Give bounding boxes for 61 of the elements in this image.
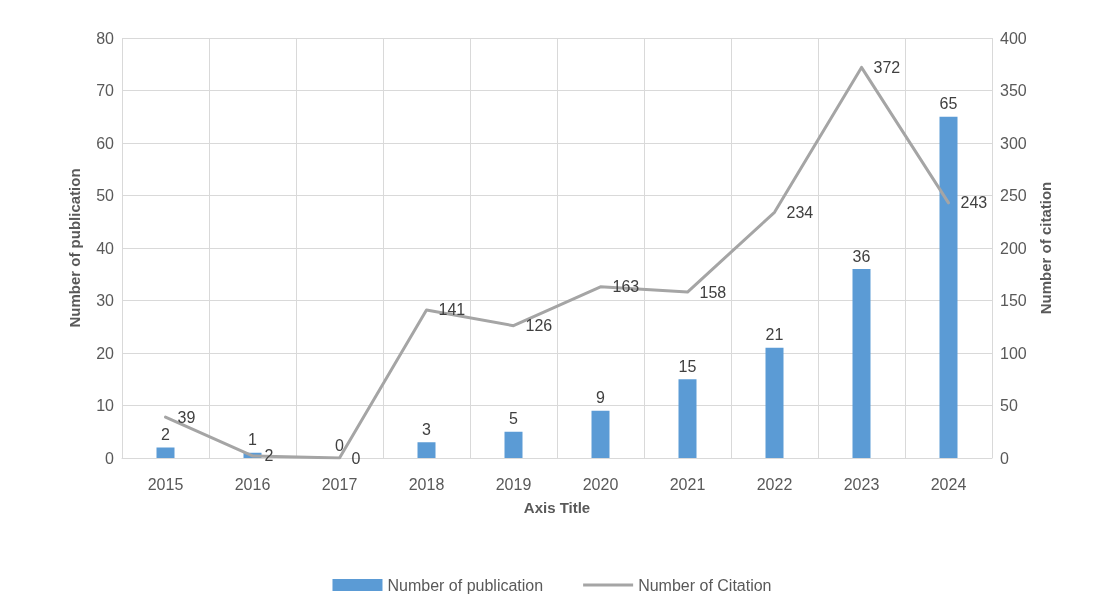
y-tick-label: 20: [96, 344, 115, 362]
data-label: 65: [939, 95, 958, 113]
y-tick-label: 80: [96, 29, 115, 47]
x-tick-label: 2016: [234, 475, 271, 493]
bar: [591, 410, 610, 458]
bar: [417, 442, 436, 458]
bar: [939, 116, 958, 458]
data-label: 372: [873, 58, 901, 76]
x-tick-label: 2023: [843, 475, 880, 493]
data-label: 9: [596, 389, 606, 407]
y-tick-label: 0: [105, 449, 115, 467]
data-label: 126: [525, 317, 553, 335]
x-tick-label: 2021: [669, 475, 706, 493]
y-axis-title: Number of publication: [66, 168, 83, 328]
data-label: 2: [161, 426, 171, 443]
y2-tick-label: 100: [1000, 344, 1027, 362]
y2-tick-label: 400: [1000, 29, 1027, 47]
y-tick-label: 10: [96, 397, 115, 414]
legend-label: Number of Citation: [638, 576, 772, 594]
bar: [156, 447, 175, 458]
bar: [504, 431, 523, 458]
y2-tick-label: 300: [1000, 134, 1027, 152]
y2-tick-label: 200: [1000, 239, 1027, 257]
data-label: 36: [852, 247, 871, 265]
y2-tick-label: 150: [1000, 292, 1027, 309]
y-tick-label: 40: [96, 239, 115, 257]
x-tick-label: 2024: [930, 475, 967, 493]
y-tick-label: 50: [96, 187, 115, 204]
y2-tick-label: 0: [1000, 449, 1009, 467]
x-tick-label: 2022: [756, 475, 793, 493]
data-label: 1: [248, 431, 258, 449]
x-tick-label: 2017: [321, 475, 358, 493]
data-label: 39: [177, 408, 196, 426]
data-label: 2: [264, 447, 274, 465]
x-tick-label: 2019: [495, 475, 532, 493]
data-label: 243: [960, 194, 988, 212]
data-label: 3: [422, 420, 432, 438]
y2-axis-title: Number of citation: [1036, 181, 1054, 315]
data-label: 163: [612, 278, 640, 296]
x-axis-title: Axis Title: [523, 499, 591, 516]
y2-tick-label: 250: [1000, 187, 1027, 204]
y-tick-label: 70: [96, 82, 115, 99]
data-label: 0: [351, 449, 361, 467]
bar: [852, 269, 871, 458]
y-tick-label: 30: [96, 292, 115, 309]
data-label: 15: [678, 357, 697, 375]
x-tick-label: 2020: [582, 475, 619, 493]
legend-label: Number of publication: [387, 576, 544, 594]
data-label: 141: [438, 301, 466, 319]
data-label: 158: [699, 283, 727, 301]
y2-tick-label: 350: [1000, 82, 1027, 99]
data-label: 21: [765, 326, 784, 344]
data-label: 5: [509, 410, 519, 428]
data-label: 0: [335, 436, 345, 454]
y-tick-label: 60: [96, 134, 115, 152]
bar: [678, 379, 697, 458]
data-label: 234: [786, 203, 814, 221]
bar: [765, 347, 784, 458]
x-tick-label: 2018: [408, 475, 445, 493]
y2-tick-label: 50: [1000, 397, 1018, 414]
x-tick-label: 2015: [147, 475, 184, 493]
